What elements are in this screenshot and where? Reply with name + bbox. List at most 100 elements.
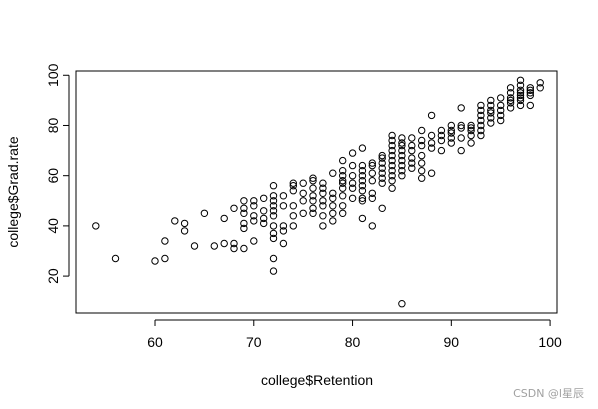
y-axis-title: college$Grad.rate (5, 136, 21, 248)
data-point (378, 164, 386, 172)
data-point (388, 156, 396, 165)
data-point (329, 217, 337, 225)
data-point (200, 209, 209, 218)
data-point (427, 139, 436, 147)
y-tick-label: 60 (45, 168, 61, 184)
data-point (329, 189, 337, 198)
data-point (457, 124, 465, 132)
data-point (506, 104, 515, 112)
data-point (289, 212, 297, 220)
data-point (180, 219, 189, 228)
data-point (358, 182, 367, 190)
data-point (269, 202, 278, 210)
x-axis-title: college$Retention (261, 372, 373, 388)
data-point (388, 151, 396, 160)
data-point (418, 126, 426, 135)
data-point (388, 184, 396, 192)
data-point (111, 254, 120, 263)
data-point (378, 159, 386, 167)
data-point (240, 204, 248, 213)
data-point (269, 267, 278, 275)
data-point (190, 242, 199, 250)
data-point (526, 86, 534, 95)
data-point (477, 131, 485, 140)
data-point (398, 167, 406, 175)
data-point (368, 177, 376, 185)
data-point (457, 104, 465, 112)
data-point (487, 119, 495, 127)
data-point (447, 129, 455, 137)
data-point (437, 136, 446, 145)
data-point (368, 159, 376, 167)
data-point (506, 84, 515, 92)
data-point (269, 229, 278, 238)
data-point (329, 194, 337, 203)
data-point (378, 179, 386, 187)
data-point (230, 204, 238, 213)
data-point (358, 194, 367, 203)
data-point (516, 96, 525, 105)
data-point (398, 141, 406, 150)
data-point (289, 187, 297, 195)
data-point (427, 131, 436, 140)
data-point (279, 239, 288, 248)
data-point (329, 169, 337, 177)
data-point (358, 167, 367, 175)
data-point (427, 169, 436, 177)
data-point (437, 146, 446, 155)
data-point (408, 159, 416, 167)
data-point (437, 126, 446, 135)
x-axis: 60 70 80 90 100 (147, 319, 562, 350)
data-point (408, 164, 416, 172)
data-point (418, 167, 426, 175)
data-point (269, 212, 278, 220)
data-point (477, 101, 485, 110)
data-point (437, 131, 446, 140)
data-point (348, 161, 357, 170)
data-point (477, 106, 485, 115)
data-point (526, 101, 534, 110)
data-point (358, 214, 367, 223)
data-point (457, 146, 465, 155)
data-point (418, 136, 426, 145)
data-point (339, 192, 347, 200)
data-point (269, 254, 278, 263)
data-point (289, 222, 297, 230)
data-point (309, 174, 317, 182)
data-point (388, 136, 396, 145)
data-point (279, 202, 288, 210)
plot-frame (75, 70, 558, 314)
data-point (467, 131, 475, 140)
data-point (506, 96, 515, 105)
data-point (240, 209, 248, 218)
data-point (516, 91, 525, 100)
data-point (447, 139, 455, 147)
data-point (289, 182, 297, 190)
data-point (299, 179, 307, 187)
data-point (151, 257, 159, 265)
y-axis: 20 40 60 80 100 (45, 63, 70, 284)
data-point (358, 172, 367, 180)
data-points (92, 76, 544, 308)
data-point (388, 131, 396, 140)
data-point (260, 194, 268, 203)
data-point (447, 134, 455, 142)
data-point (210, 242, 219, 250)
data-point (506, 99, 515, 107)
data-point (447, 126, 455, 135)
data-point (269, 182, 278, 190)
data-point (348, 172, 357, 180)
data-point (378, 169, 386, 177)
data-point (506, 94, 515, 102)
data-point (348, 184, 357, 192)
data-point (457, 121, 465, 130)
y-tick-label: 80 (45, 118, 61, 134)
watermark: CSDN @l星辰 (513, 387, 584, 400)
x-tick-label: 100 (538, 334, 562, 350)
data-point (388, 146, 396, 155)
data-point (526, 89, 534, 97)
data-point (368, 222, 376, 230)
data-point (467, 126, 475, 135)
data-point (180, 227, 189, 235)
data-point (319, 184, 327, 192)
